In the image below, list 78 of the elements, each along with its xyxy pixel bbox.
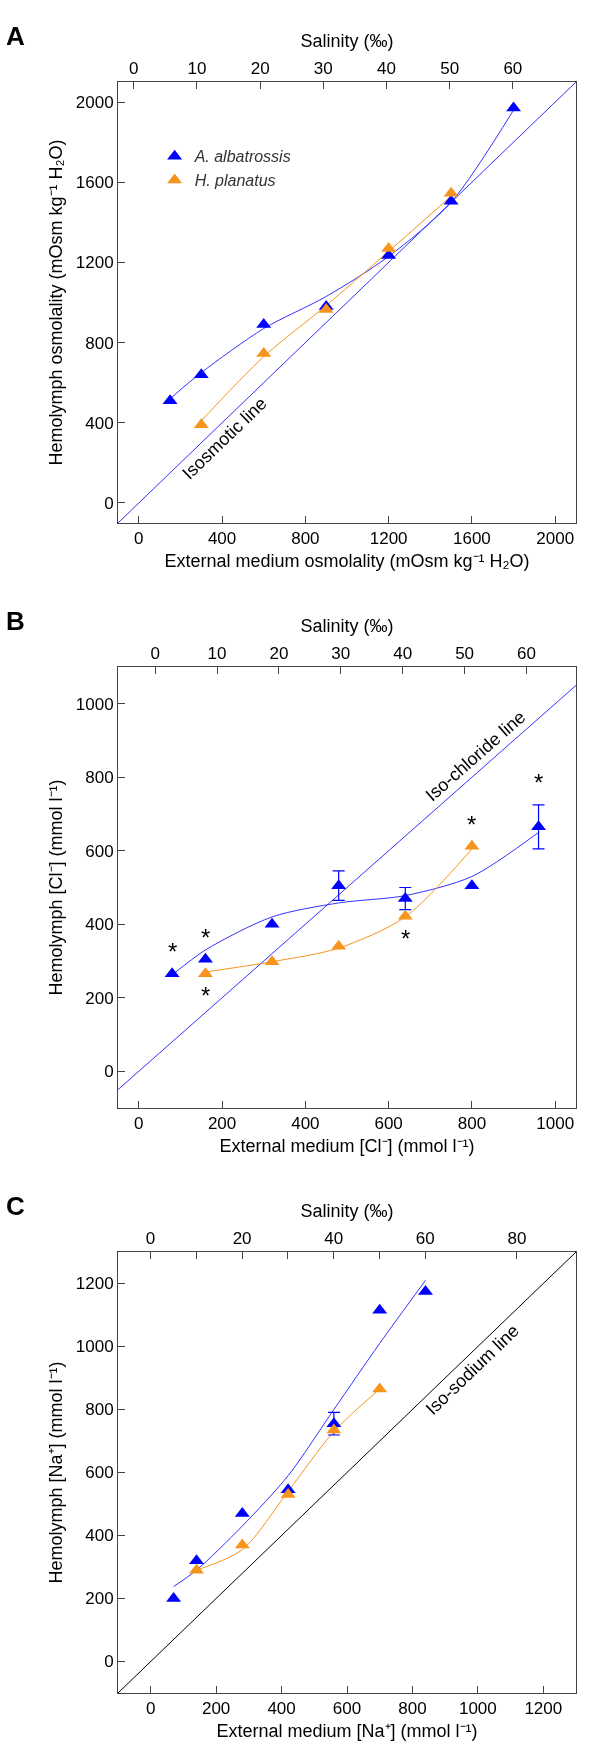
x2-axis-title: Salinity (‰) xyxy=(300,1201,394,1222)
x-tick-label: 400 xyxy=(291,1114,320,1134)
y-tick-label: 1600 xyxy=(75,173,114,193)
x-tick-label: 1200 xyxy=(369,529,408,549)
y-axis-title: Hemolymph [Na⁺] (mmol l⁻¹) xyxy=(45,1361,66,1584)
y-tick-label: 600 xyxy=(85,841,114,861)
y-tick-label: 400 xyxy=(85,1526,114,1546)
legend-label: A. albatrossis xyxy=(193,148,291,166)
y-tick-label: 200 xyxy=(85,988,114,1008)
x2-tick-label: 20 xyxy=(250,59,270,79)
x2-tick-label: 10 xyxy=(187,59,207,79)
y-tick-label: 0 xyxy=(104,493,114,513)
x2-tick-label: 20 xyxy=(232,1229,252,1249)
x-axis-title: External medium osmolality (mOsm kg⁻¹ H₂O) xyxy=(164,550,530,571)
y-tick-label: 600 xyxy=(85,1463,114,1483)
x2-tick-label: 0 xyxy=(150,644,160,664)
x2-tick-label: 40 xyxy=(324,1229,344,1249)
x2-tick-label: 30 xyxy=(313,59,333,79)
x-tick-label: 0 xyxy=(134,529,144,549)
line-series xyxy=(173,1279,427,1588)
x-tick-label: 800 xyxy=(291,529,320,549)
x-axis-title: External medium [Na⁺] (mmol l⁻¹) xyxy=(216,1720,478,1741)
x2-tick-label: 20 xyxy=(269,644,289,664)
x2-tick-label: 80 xyxy=(507,1229,527,1249)
y-tick-label: 400 xyxy=(85,915,114,935)
x2-tick-label: 50 xyxy=(455,644,475,664)
x-tick-label: 200 xyxy=(207,1114,237,1134)
x-tick-label: 400 xyxy=(207,529,237,549)
y-tick-label: 1000 xyxy=(75,1337,114,1357)
y-tick-label: 1200 xyxy=(75,1274,114,1294)
x2-tick-label: 60 xyxy=(415,1229,435,1249)
x2-tick-label: 50 xyxy=(440,59,460,79)
x2-tick-label: 40 xyxy=(377,59,396,79)
chart-title: B xyxy=(5,605,25,636)
annotation: * xyxy=(201,982,211,1009)
y-tick-label: 1200 xyxy=(75,253,114,273)
x-tick-label: 800 xyxy=(398,1699,427,1719)
y-tick-label: 400 xyxy=(85,413,114,433)
y-axis-title: Hemolymph [Cl⁻] (mmol l⁻¹) xyxy=(45,779,66,996)
x-tick-label: 1200 xyxy=(524,1699,563,1719)
y-tick-label: 800 xyxy=(85,333,114,353)
y-tick-label: 0 xyxy=(104,1062,114,1082)
legend-label: H. planatus xyxy=(194,172,276,190)
annotation: * xyxy=(467,811,477,838)
y-tick-label: 1000 xyxy=(75,694,114,714)
x2-tick-label: 0 xyxy=(129,59,139,79)
x2-tick-label: 60 xyxy=(503,59,523,79)
y-tick-label: 800 xyxy=(85,768,114,788)
y-tick-label: 200 xyxy=(85,1589,114,1609)
annotation: * xyxy=(401,925,411,952)
x2-axis-title: Salinity (‰) xyxy=(300,31,394,52)
x-tick-label: 0 xyxy=(134,1114,144,1134)
chart-title: A xyxy=(5,20,25,51)
x2-axis-title: Salinity (‰) xyxy=(300,616,394,637)
annotation: * xyxy=(534,769,544,796)
x-axis-title: External medium [Cl⁻] (mmol l⁻¹) xyxy=(219,1135,475,1156)
x-tick-label: 2000 xyxy=(536,529,575,549)
y-tick-label: 0 xyxy=(104,1652,114,1672)
annotation: * xyxy=(201,924,211,951)
x2-tick-label: 10 xyxy=(207,644,227,664)
y-axis-title: Hemolymph osmolality (mOsm kg⁻¹ H₂O) xyxy=(45,139,66,466)
x-tick-label: 600 xyxy=(332,1699,362,1719)
chart-title: C xyxy=(5,1190,25,1221)
x-tick-label: 1000 xyxy=(536,1114,575,1134)
x2-tick-label: 0 xyxy=(145,1229,156,1249)
x-tick-label: 1600 xyxy=(453,529,491,549)
x-tick-label: 0 xyxy=(145,1699,156,1719)
x-tick-label: 200 xyxy=(201,1699,231,1719)
x2-tick-label: 40 xyxy=(393,644,413,664)
x2-tick-label: 30 xyxy=(331,644,351,664)
x-tick-label: 600 xyxy=(374,1114,403,1134)
y-tick-label: 2000 xyxy=(75,93,114,112)
x-tick-label: 1000 xyxy=(458,1699,497,1719)
x-tick-label: 800 xyxy=(457,1114,487,1134)
y-tick-label: 800 xyxy=(85,1400,114,1420)
x-tick-label: 400 xyxy=(267,1699,296,1719)
annotation: * xyxy=(168,938,178,965)
x2-tick-label: 60 xyxy=(517,644,536,664)
